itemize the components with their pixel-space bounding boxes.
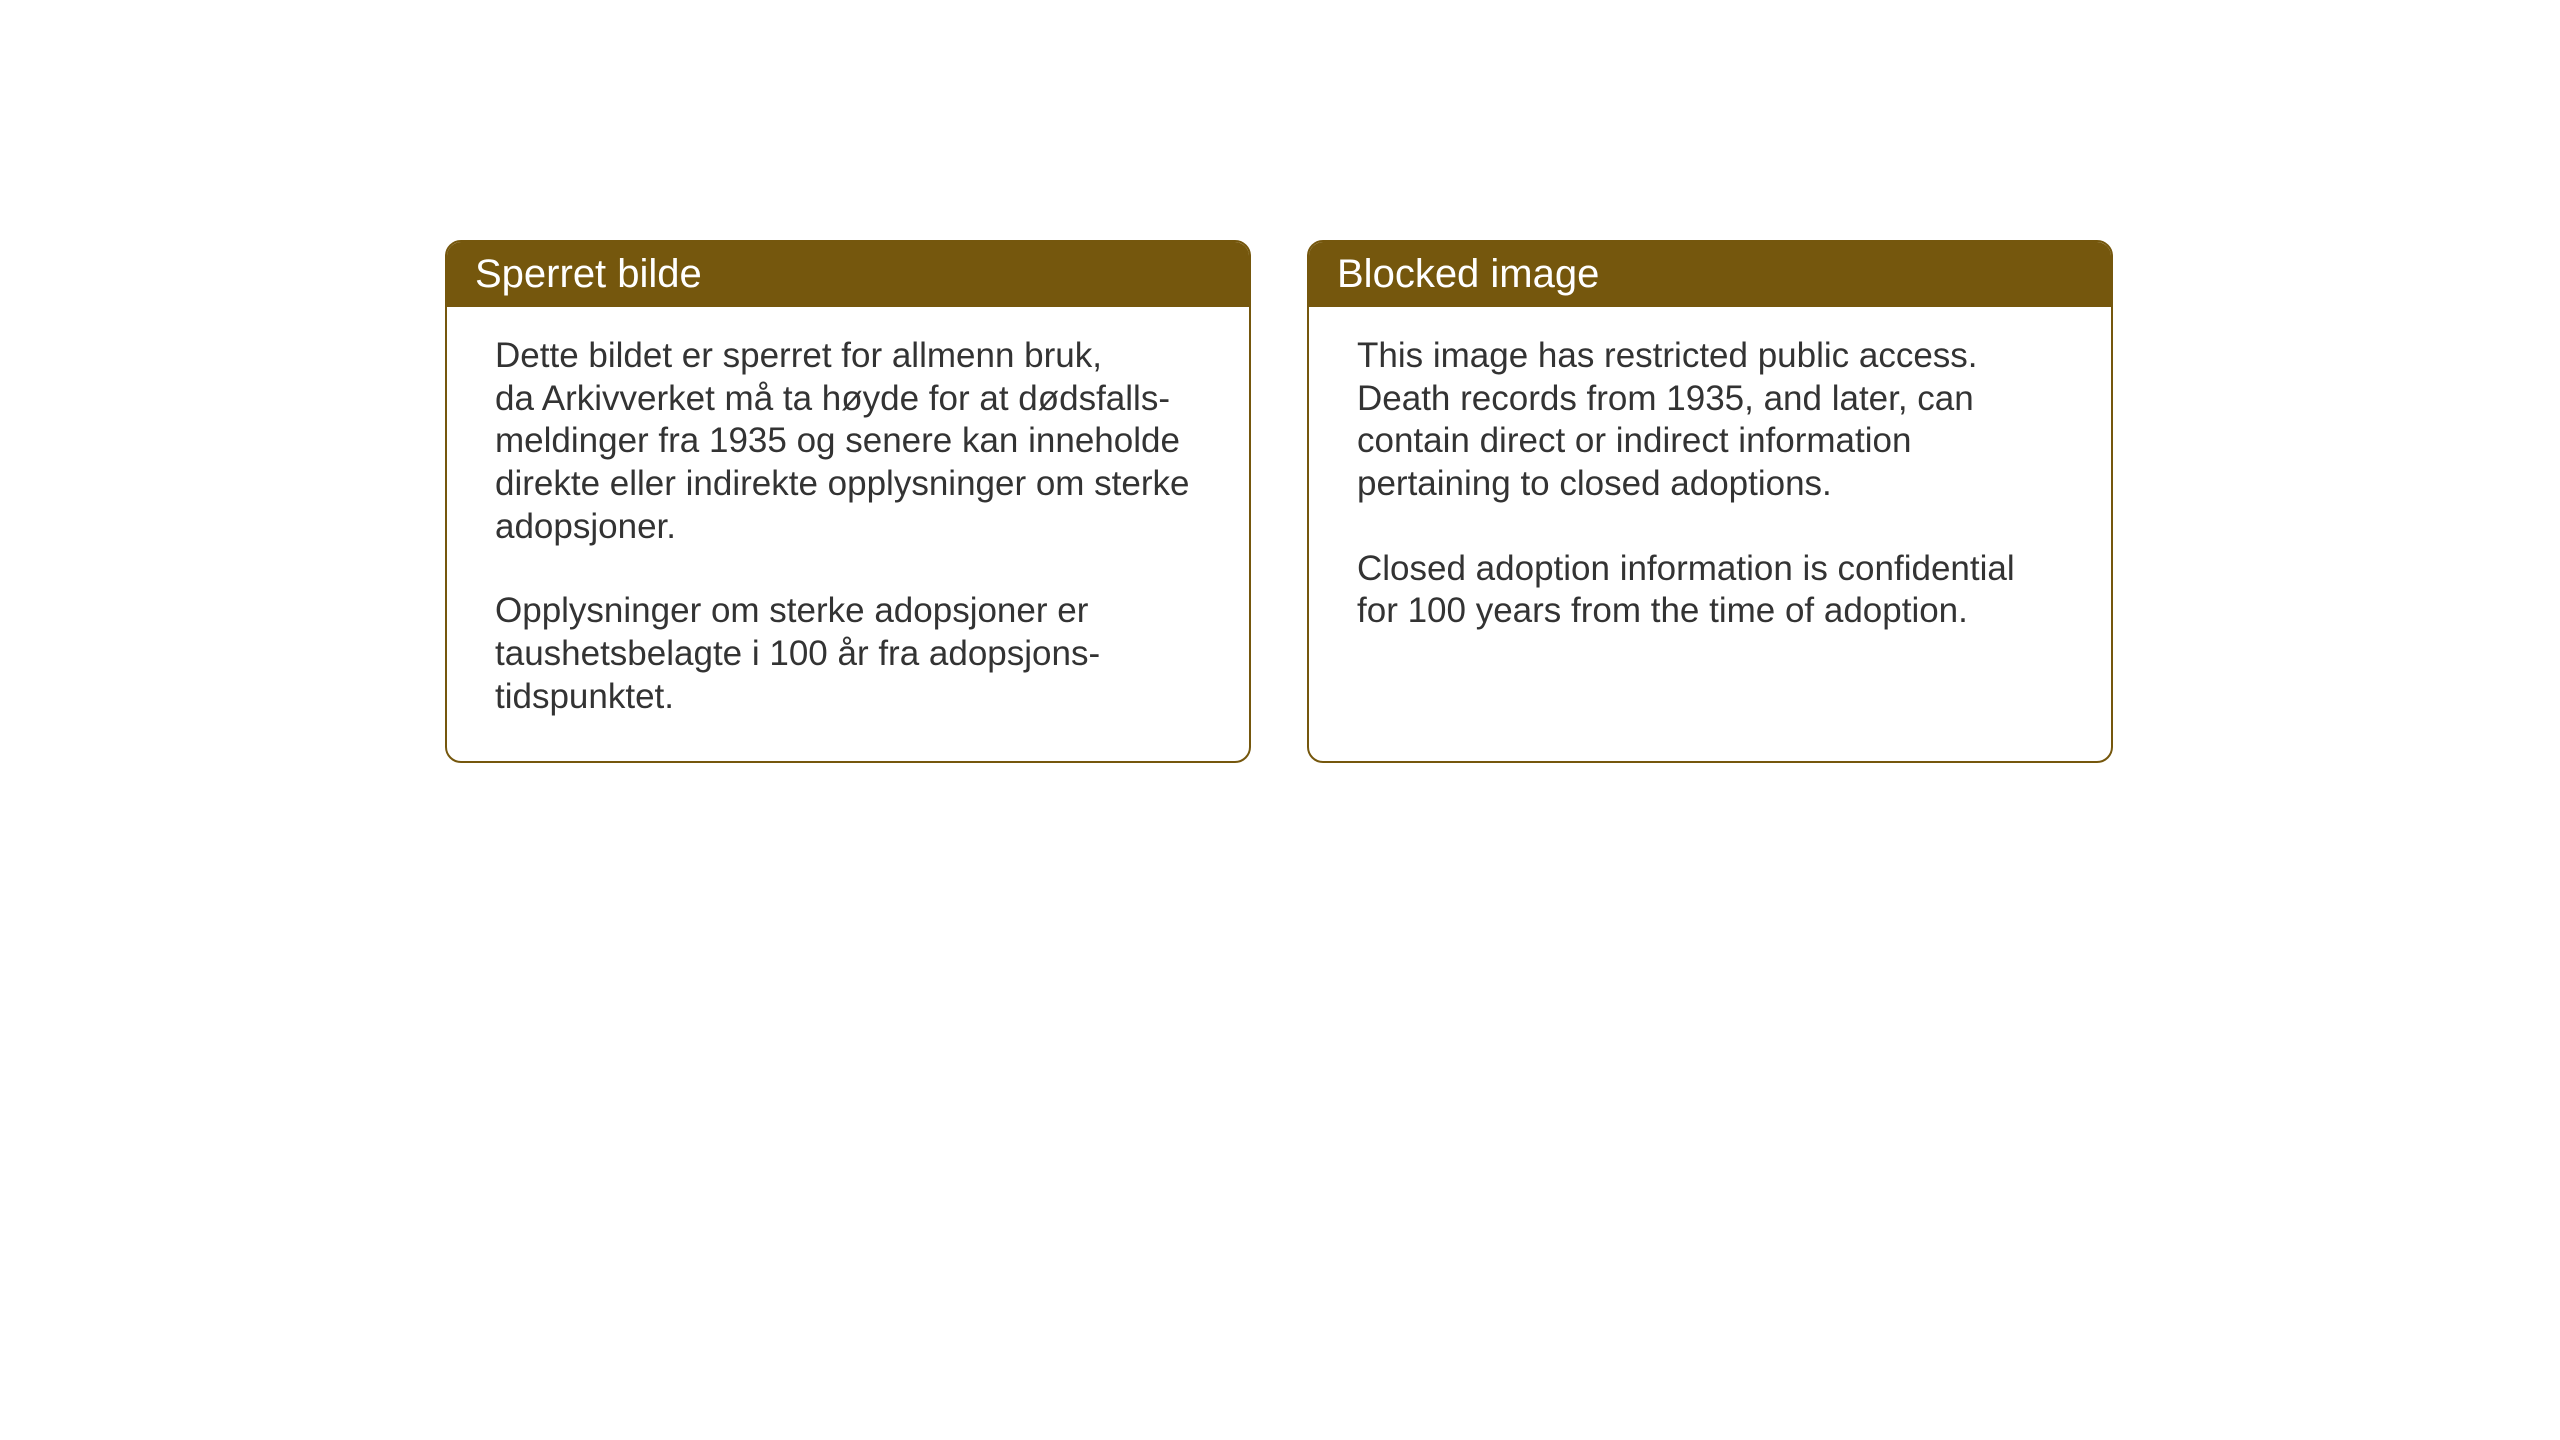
norwegian-paragraph-1: Dette bildet er sperret for allmenn bruk… <box>495 335 1201 548</box>
english-card-body: This image has restricted public access.… <box>1309 307 2111 675</box>
notice-container: Sperret bilde Dette bildet er sperret fo… <box>445 240 2113 763</box>
english-paragraph-2: Closed adoption information is confident… <box>1357 548 2063 633</box>
english-card-title: Blocked image <box>1309 242 2111 307</box>
english-paragraph-1: This image has restricted public access.… <box>1357 335 2063 506</box>
norwegian-card-title: Sperret bilde <box>447 242 1249 307</box>
norwegian-card-body: Dette bildet er sperret for allmenn bruk… <box>447 307 1249 761</box>
norwegian-paragraph-2: Opplysninger om sterke adopsjoner er tau… <box>495 590 1201 718</box>
norwegian-notice-card: Sperret bilde Dette bildet er sperret fo… <box>445 240 1251 763</box>
english-notice-card: Blocked image This image has restricted … <box>1307 240 2113 763</box>
